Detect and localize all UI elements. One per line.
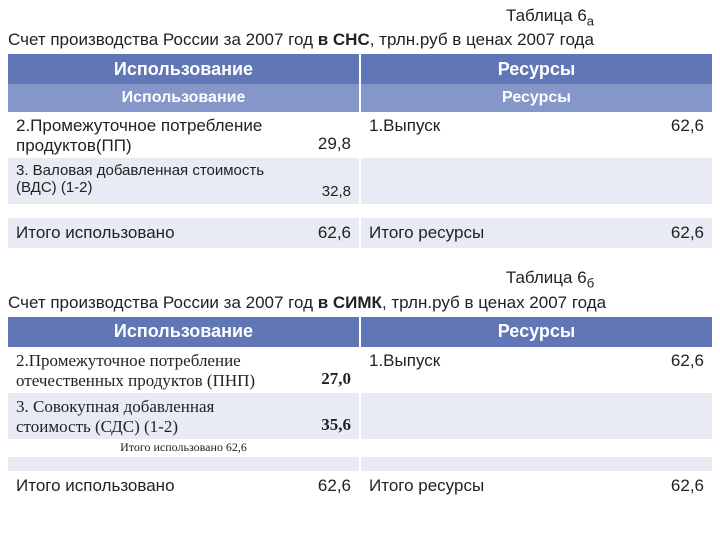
cell-value: 32,8 xyxy=(291,183,351,200)
table-row: Итого использовано62,6 Итого ресурсы62,6 xyxy=(8,218,712,248)
cell-label: Итого ресурсы xyxy=(369,476,644,496)
cell-value: 62,6 xyxy=(644,351,704,371)
caption-b-bold: в СИМК xyxy=(318,293,382,312)
cell-value: 62,6 xyxy=(291,476,351,496)
cell-value: 62,6 xyxy=(644,116,704,136)
cell-value: 35,6 xyxy=(291,415,351,435)
table-a-caption: Счет производства России за 2007 год в С… xyxy=(8,30,712,50)
cell-label: 1.Выпуск xyxy=(369,116,644,136)
caption-a-pre: Счет производства России за 2007 год xyxy=(8,30,318,49)
th-b-right: Ресурсы xyxy=(360,317,712,347)
table-row: 3. Валовая добавленная стоимость (ВДС) (… xyxy=(8,158,712,204)
table-row: 2.Промежуточное потребление продуктов(ПП… xyxy=(8,112,712,158)
table-row xyxy=(8,457,712,471)
table-b-label: Таблица 6б xyxy=(388,268,712,290)
cell-label: Итого использовано xyxy=(16,476,291,496)
th2-a-right: Ресурсы xyxy=(360,84,712,112)
cell-value: 29,8 xyxy=(291,134,351,154)
table-row: 3. Совокупная добавленная стоимость (СДС… xyxy=(8,393,712,439)
table-row: Итого использовано62,6 Итого ресурсы62,6 xyxy=(8,471,712,501)
table-row: Итого использовано 62,6 xyxy=(8,439,712,457)
table-row xyxy=(8,204,712,218)
table-b-caption: Счет производства России за 2007 год в С… xyxy=(8,293,712,313)
caption-b-post: , трлн.руб в ценах 2007 года xyxy=(382,293,606,312)
caption-a-post: , трлн.руб в ценах 2007 года xyxy=(370,30,594,49)
slide: Таблица 6а Счет производства России за 2… xyxy=(0,0,720,501)
table-b-label-sub: б xyxy=(587,276,594,291)
cell-value: 62,6 xyxy=(644,223,704,243)
cell-label: 3. Совокупная добавленная стоимость (СДС… xyxy=(16,397,291,437)
th2-a-left: Использование xyxy=(8,84,360,112)
cell-center: Итого использовано 62,6 xyxy=(8,440,359,455)
th-b-left: Использование xyxy=(8,317,360,347)
cell-label: Итого ресурсы xyxy=(369,223,644,243)
table-b: Использование Ресурсы 2.Промежуточное по… xyxy=(8,317,712,501)
th-a-left: Использование xyxy=(8,54,360,84)
caption-a-bold: в СНС xyxy=(318,30,370,49)
th-a-right: Ресурсы xyxy=(360,54,712,84)
cell-label: 2.Промежуточное потребление продуктов(ПП… xyxy=(16,116,291,156)
caption-b-pre: Счет производства России за 2007 год xyxy=(8,293,318,312)
cell-label: 1.Выпуск xyxy=(369,351,644,371)
table-a: Использование Ресурсы Использование Ресу… xyxy=(8,54,712,248)
cell-label: Итого использовано xyxy=(16,223,291,243)
table-row: 2.Промежуточное потребление отечественны… xyxy=(8,347,712,393)
table-a-label-sub: а xyxy=(587,13,594,28)
table-a-label-prefix: Таблица 6 xyxy=(506,6,587,25)
cell-label: 2.Промежуточное потребление отечественны… xyxy=(16,351,291,391)
cell-label: 3. Валовая добавленная стоимость (ВДС) (… xyxy=(16,162,291,196)
table-a-label: Таблица 6а xyxy=(388,6,712,28)
table-b-label-prefix: Таблица 6 xyxy=(506,268,587,287)
cell-value: 27,0 xyxy=(291,369,351,389)
cell-value: 62,6 xyxy=(644,476,704,496)
cell-value: 62,6 xyxy=(291,223,351,243)
